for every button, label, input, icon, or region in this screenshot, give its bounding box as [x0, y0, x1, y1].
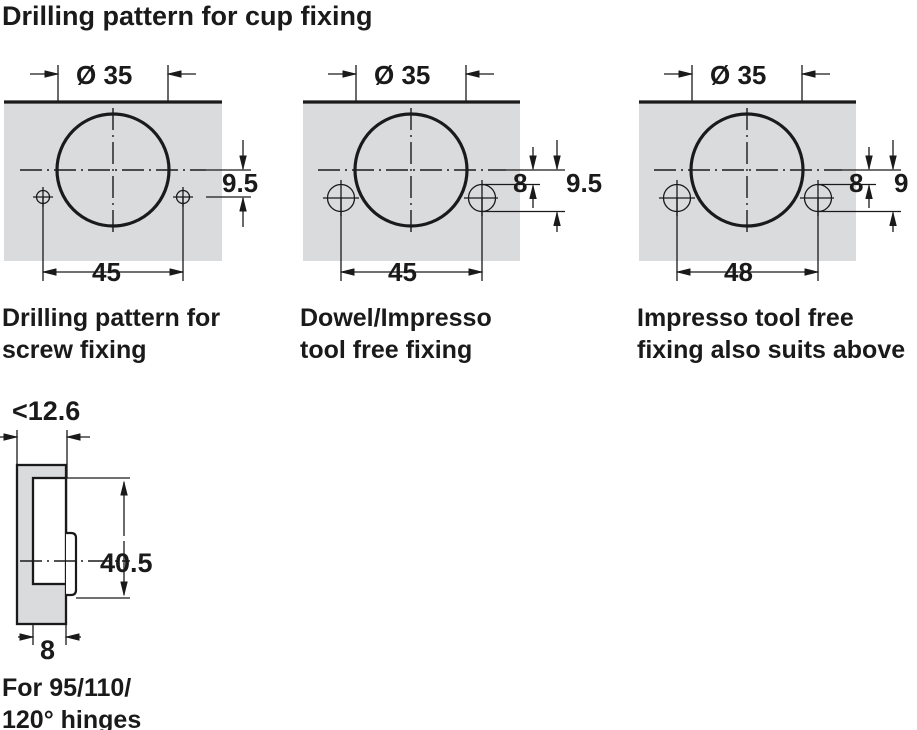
- svg-text:<12.6: <12.6: [12, 396, 80, 426]
- svg-text:screw fixing: screw fixing: [2, 336, 147, 364]
- svg-text:8: 8: [40, 635, 55, 665]
- svg-text:48: 48: [724, 257, 753, 287]
- svg-text:120° hinges: 120° hinges: [2, 706, 141, 730]
- svg-text:Ø 35: Ø 35: [710, 60, 766, 90]
- svg-text:45: 45: [388, 257, 417, 287]
- svg-text:40.5: 40.5: [100, 548, 153, 578]
- svg-text:8: 8: [849, 168, 863, 198]
- svg-text:45: 45: [92, 257, 121, 287]
- svg-text:9: 9: [894, 168, 908, 198]
- svg-text:Dowel/Impresso: Dowel/Impresso: [300, 304, 492, 332]
- svg-text:9.5: 9.5: [566, 168, 602, 198]
- svg-text:8: 8: [513, 168, 527, 198]
- svg-text:For 95/110/: For 95/110/: [2, 674, 131, 702]
- svg-text:9.5: 9.5: [222, 168, 258, 198]
- svg-text:tool free fixing: tool free fixing: [300, 336, 472, 364]
- svg-text:Impresso tool free: Impresso tool free: [637, 304, 854, 332]
- svg-text:Drilling pattern for cup fixin: Drilling pattern for cup fixing: [2, 1, 373, 31]
- svg-text:Ø 35: Ø 35: [374, 60, 430, 90]
- svg-text:fixing also suits above: fixing also suits above: [637, 336, 905, 364]
- svg-text:Ø 35: Ø 35: [76, 60, 132, 90]
- svg-text:Drilling pattern for: Drilling pattern for: [2, 304, 220, 332]
